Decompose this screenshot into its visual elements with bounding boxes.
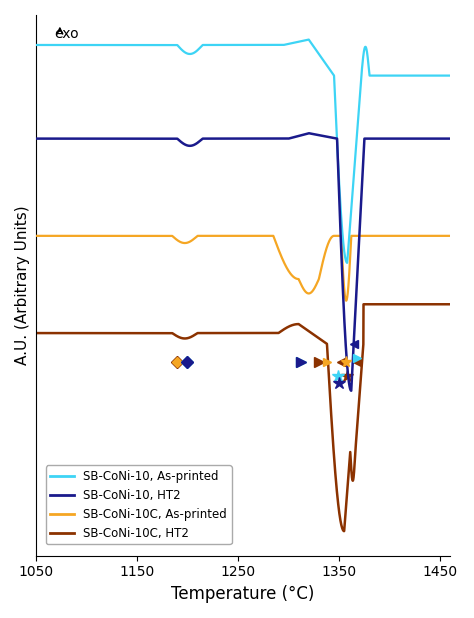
Text: exo: exo xyxy=(54,27,78,41)
X-axis label: Temperature (°C): Temperature (°C) xyxy=(171,585,315,603)
Legend: SB-CoNi-10, As-printed, SB-CoNi-10, HT2, SB-CoNi-10C, As-printed, SB-CoNi-10C, H: SB-CoNi-10, As-printed, SB-CoNi-10, HT2,… xyxy=(46,465,232,544)
Y-axis label: A.U. (Arbitrary Units): A.U. (Arbitrary Units) xyxy=(15,206,30,365)
